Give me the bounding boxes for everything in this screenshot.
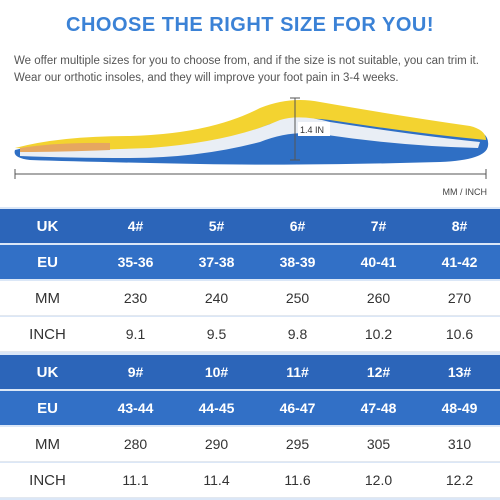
table-cell: 12.0	[364, 472, 393, 488]
table-cell: 11.4	[203, 472, 230, 488]
table-cell: 9.1	[125, 326, 146, 342]
table-cell: 10.6	[445, 326, 474, 342]
table-cell: 41-42	[441, 254, 478, 270]
table-cell: 11.1	[122, 472, 149, 488]
row-header: INCH	[29, 471, 66, 489]
table-cell: 46-47	[279, 400, 316, 416]
description: We offer multiple sizes for you to choos…	[14, 55, 479, 84]
table-row: EU 43-44 44-45 46-47 47-48 48-49	[0, 391, 500, 425]
unit-label: MM / INCH	[443, 187, 488, 197]
table-row: MM 280 290 295 305 310	[0, 427, 500, 462]
table-row: INCH 9.1 9.5 9.8 10.2 10.6	[0, 317, 500, 352]
table-cell: 310	[447, 436, 472, 452]
table-cell: 12#	[366, 364, 391, 380]
table-cell: 47-48	[360, 400, 397, 416]
row-header: MM	[35, 435, 60, 453]
table-cell: 9#	[127, 364, 144, 380]
table-cell: 10#	[204, 364, 229, 380]
table-cell: 270	[447, 290, 472, 306]
insole-illustration: 1.4 IN MM / INCH	[14, 97, 489, 197]
table-cell: 295	[285, 436, 310, 452]
row-header: EU	[37, 399, 58, 417]
insole-layer	[20, 117, 480, 158]
row-header: UK	[36, 217, 59, 235]
table-cell: 43-44	[117, 400, 154, 416]
table-cell: 5#	[208, 218, 225, 234]
size-table: UK 4# 5# 6# 7# 8# EU 35-36 37-38 38-39 40-41 41-42 M…	[0, 207, 500, 500]
table-row: MM 230 240 250 260 270	[0, 281, 500, 316]
table-cell: 280	[123, 436, 148, 452]
table-cell: 12.2	[445, 472, 474, 488]
table-cell: 230	[123, 290, 148, 306]
table-cell: 11#	[286, 364, 309, 380]
table-row: EU 35-36 37-38 38-39 40-41 41-42	[0, 245, 500, 279]
table-cell: 260	[366, 290, 391, 306]
table-cell: 38-39	[279, 254, 316, 270]
height-label: 1.4 IN	[300, 125, 324, 135]
row-header: UK	[36, 363, 59, 381]
table-cell: 40-41	[360, 254, 397, 270]
table-cell: 11.6	[284, 472, 311, 488]
table-row: UK 4# 5# 6# 7# 8#	[0, 209, 500, 243]
table-cell: 7#	[370, 218, 387, 234]
row-header: MM	[35, 289, 60, 307]
title: CHOOSE THE RIGHT SIZE FOR YOU!	[66, 14, 434, 36]
table-cell: 240	[204, 290, 229, 306]
table-cell: 44-45	[198, 400, 235, 416]
label-bg	[298, 122, 330, 136]
table-cell: 35-36	[117, 254, 154, 270]
table-cell: 13#	[447, 364, 472, 380]
table-cell: 48-49	[441, 400, 478, 416]
row-header: INCH	[29, 325, 66, 343]
table-cell: 9.5	[206, 326, 227, 342]
table-cell: 10.2	[364, 326, 393, 342]
table-cell: 290	[204, 436, 229, 452]
table-cell: 250	[285, 290, 310, 306]
heel-pad	[20, 142, 110, 152]
table-cell: 305	[366, 436, 391, 452]
table-cell: 37-38	[198, 254, 235, 270]
insole-top	[15, 100, 486, 151]
table-cell: 6#	[289, 218, 306, 234]
table-row: UK 9# 10# 11# 12# 13#	[0, 355, 500, 389]
table-row: INCH 11.1 11.4 11.6 12.0 12.2	[0, 463, 500, 498]
row-header: EU	[37, 253, 58, 271]
table-cell: 9.8	[287, 326, 308, 342]
table-cell: 8#	[451, 218, 468, 234]
table-cell: 4#	[127, 218, 144, 234]
